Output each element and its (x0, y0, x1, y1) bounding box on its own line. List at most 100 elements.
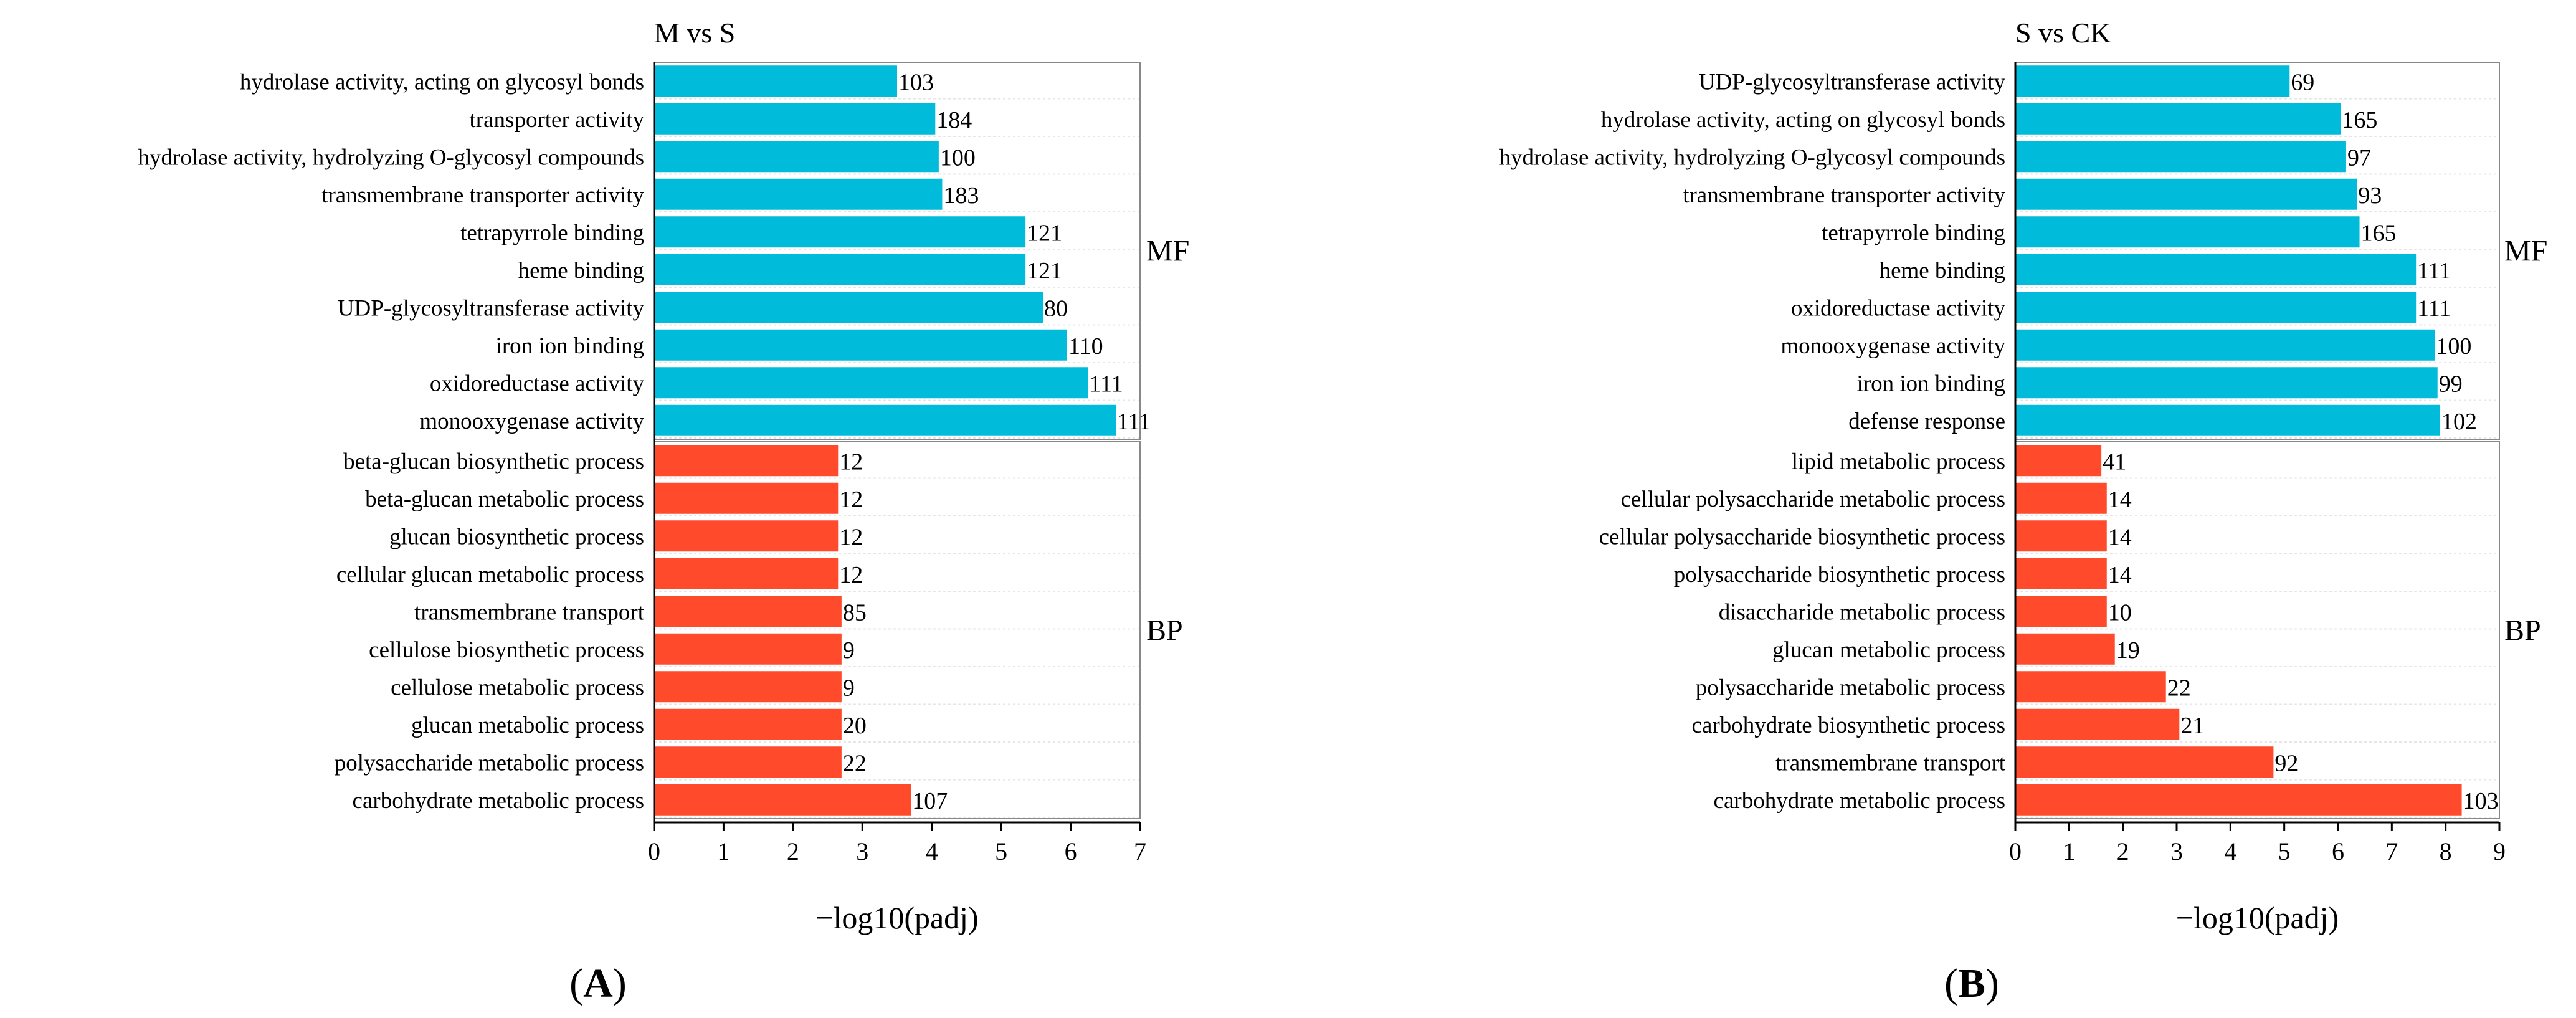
bar-bp (654, 746, 842, 778)
bar-mf (654, 141, 939, 173)
bar-mf (2015, 329, 2435, 361)
term-label: glucan metabolic process (1772, 637, 2005, 663)
count-label: 102 (2441, 409, 2477, 435)
count-label: 97 (2347, 145, 2371, 171)
bar-mf (2015, 292, 2417, 323)
count-label: 41 (2103, 449, 2126, 475)
term-label: beta-glucan biosynthetic process (343, 449, 644, 474)
bar-mf (2015, 178, 2357, 210)
count-label: 85 (843, 599, 867, 626)
group-label-mf: MF (2504, 235, 2547, 268)
term-label: tetrapyrrole binding (460, 220, 644, 245)
panel-label: (A) (569, 961, 627, 1006)
bar-bp (2015, 445, 2102, 477)
x-tick-label: 3 (2170, 837, 2183, 865)
x-tick-label: 7 (1134, 837, 1146, 865)
count-label: 100 (2436, 333, 2471, 359)
count-label: 14 (2108, 487, 2132, 513)
count-label: 14 (2108, 524, 2132, 550)
term-label: transmembrane transport (414, 599, 645, 625)
x-tick-label: 5 (995, 837, 1007, 865)
x-tick-label: 4 (926, 837, 938, 865)
panel-label-letter: B (1958, 961, 1985, 1006)
group-label-mf: MF (1146, 235, 1189, 268)
count-label: 93 (2358, 183, 2382, 209)
x-tick-label: 1 (2063, 837, 2075, 865)
bar-bp (654, 596, 842, 627)
term-label: disaccharide metabolic process (1719, 599, 2005, 625)
term-label: beta-glucan metabolic process (365, 487, 644, 512)
term-label: transmembrane transporter activity (321, 183, 644, 208)
count-label: 20 (843, 713, 867, 739)
count-label: 80 (1044, 295, 1068, 321)
term-label: polysaccharide metabolic process (335, 750, 644, 776)
term-label: carbohydrate biosynthetic process (1692, 713, 2005, 738)
count-label: 100 (940, 145, 976, 171)
term-label: polysaccharide biosynthetic process (1674, 562, 2005, 587)
bar-mf (654, 178, 943, 210)
panel-label: (B) (1944, 961, 1999, 1006)
count-label: 69 (2291, 69, 2314, 95)
term-label: cellulose biosynthetic process (369, 637, 644, 663)
count-label: 12 (839, 487, 863, 513)
x-tick-label: 1 (717, 837, 730, 865)
count-label: 9 (843, 637, 855, 664)
bar-bp (654, 445, 839, 477)
panel-label-close: ) (1985, 961, 1999, 1006)
bar-mf (2015, 65, 2290, 97)
count-label: 9 (843, 675, 855, 701)
x-tick-label: 5 (2278, 837, 2291, 865)
term-label: UDP-glycosyltransferase activity (1699, 69, 2006, 95)
term-label: hydrolase activity, acting on glycosyl b… (1601, 107, 2005, 133)
bar-mf (654, 292, 1043, 323)
x-tick-label: 0 (2009, 837, 2022, 865)
x-tick-label: 2 (787, 837, 799, 865)
term-label: iron ion binding (496, 333, 644, 359)
bar-mf (654, 404, 1116, 436)
x-axis-label: −log10(padj) (815, 900, 978, 935)
bar-mf (2015, 254, 2417, 285)
term-label: hydrolase activity, hydrolyzing O-glycos… (1499, 145, 2005, 170)
count-label: 183 (943, 183, 979, 209)
bar-bp (654, 520, 839, 552)
term-label: cellular polysaccharide metabolic proces… (1621, 487, 2005, 512)
count-label: 92 (2274, 750, 2298, 776)
bar-mf (654, 254, 1026, 285)
x-tick-label: 9 (2493, 837, 2506, 865)
panel-label-open: ( (1944, 961, 1958, 1006)
bar-bp (2015, 746, 2274, 778)
count-label: 110 (1068, 333, 1103, 359)
count-label: 12 (839, 524, 863, 550)
term-label: carbohydrate metabolic process (353, 788, 644, 814)
count-label: 22 (2167, 675, 2191, 701)
term-label: defense response (1848, 409, 2005, 434)
bar-bp (2015, 708, 2180, 740)
count-label: 103 (2463, 788, 2499, 814)
bar-mf (2015, 404, 2441, 436)
count-label: 103 (898, 69, 934, 95)
term-label: monooxygenase activity (419, 409, 644, 434)
term-label: transmembrane transport (1775, 750, 2006, 776)
count-label: 121 (1027, 258, 1062, 284)
count-label: 14 (2108, 562, 2132, 588)
term-label: cellulose metabolic process (391, 675, 644, 700)
term-label: hydrolase activity, hydrolyzing O-glycos… (138, 145, 644, 170)
x-tick-label: 4 (2224, 837, 2236, 865)
panel-label-close: ) (613, 961, 627, 1006)
count-label: 111 (2417, 295, 2451, 321)
term-label: heme binding (518, 258, 644, 283)
x-tick-label: 0 (648, 837, 660, 865)
term-label: cellular glucan metabolic process (336, 562, 644, 587)
count-label: 165 (2342, 107, 2377, 133)
term-label: tetrapyrrole binding (1822, 220, 2005, 245)
panel-label-open: ( (569, 961, 583, 1006)
bar-bp (654, 708, 842, 740)
x-tick-label: 6 (2332, 837, 2344, 865)
x-tick-label: 6 (1065, 837, 1077, 865)
bar-bp (654, 482, 839, 514)
bar-mf (654, 367, 1088, 399)
term-label: transporter activity (470, 107, 645, 133)
x-tick-label: 8 (2440, 837, 2452, 865)
bar-bp (2015, 558, 2107, 589)
